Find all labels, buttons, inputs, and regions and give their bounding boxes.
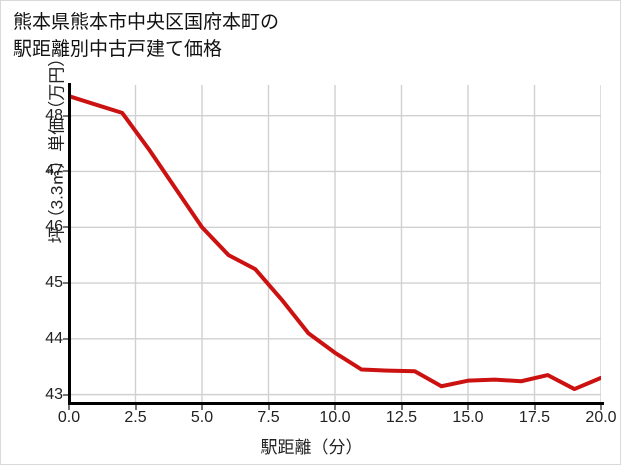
y-tick-label: 46	[45, 218, 63, 236]
x-tick-mark	[267, 405, 270, 410]
x-tick-mark	[533, 405, 536, 410]
chart-canvas	[69, 85, 601, 403]
x-tick-mark	[334, 405, 336, 410]
x-tick-mark	[467, 405, 469, 410]
y-tick-mark	[63, 393, 68, 396]
y-tick-mark	[63, 282, 68, 285]
y-tick-mark	[63, 114, 68, 117]
x-tick-mark	[134, 405, 137, 410]
x-tick-label: 10.0	[319, 409, 351, 426]
y-tick-label: 47	[45, 162, 63, 180]
x-tick-label: 15.0	[452, 409, 484, 426]
price-line-series	[69, 94, 601, 392]
x-tick-label: 2.5	[124, 409, 147, 426]
chart-title: 熊本県熊本市中央区国府本町の 駅距離別中古戸建て価格	[13, 12, 280, 60]
y-axis-label: 坪（3.3㎡）単価（万円）	[47, 49, 67, 244]
x-tick-mark	[600, 405, 602, 410]
y-tick-label: 48	[45, 106, 63, 124]
x-tick-label: 12.5	[385, 409, 418, 426]
x-axis-label: 駅距離（分）	[260, 438, 363, 457]
y-axis-spine	[68, 83, 71, 405]
y-tick-label: 44	[45, 329, 63, 347]
x-tick-mark	[201, 405, 203, 410]
x-tick-mark	[400, 405, 403, 410]
x-tick-label: 0.0	[57, 409, 81, 426]
plot-area	[69, 85, 601, 403]
x-tick-mark	[68, 405, 70, 410]
y-tick-mark	[63, 226, 68, 229]
y-tick-label: 43	[45, 385, 63, 403]
y-tick-label: 45	[45, 274, 63, 292]
vertical-gridlines	[69, 85, 601, 403]
y-tick-mark	[63, 337, 68, 340]
x-tick-label: 20.0	[585, 409, 617, 426]
y-tick-mark	[63, 170, 68, 173]
x-tick-label: 5.0	[190, 409, 214, 426]
x-tick-label: 7.5	[257, 409, 280, 426]
x-tick-label: 17.5	[518, 409, 551, 426]
x-axis-spine	[68, 402, 604, 405]
